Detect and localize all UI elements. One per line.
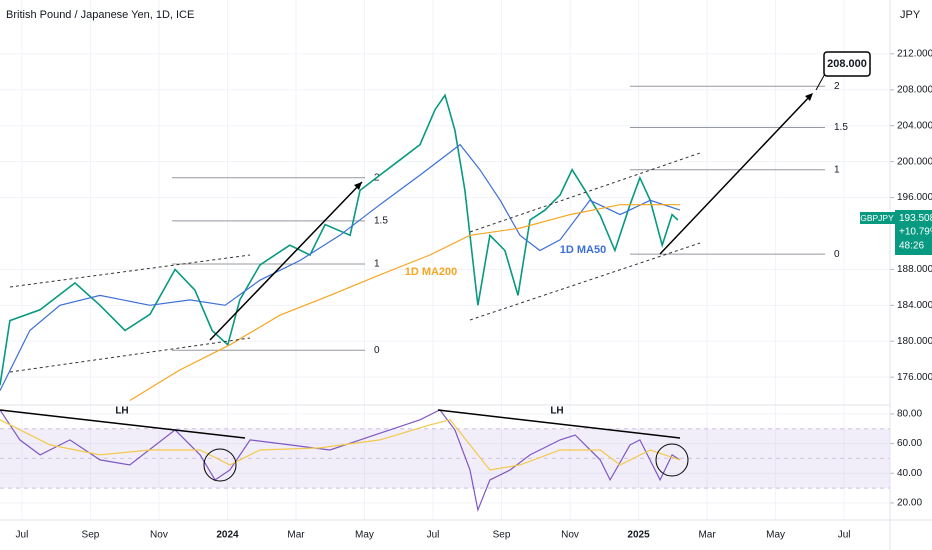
x-tick-label: Nov xyxy=(561,530,579,541)
series-group xyxy=(0,93,679,386)
y-tick-label: 60.00 xyxy=(897,438,922,449)
symbol-text: GBPJPY xyxy=(860,213,894,223)
channel-line xyxy=(9,254,251,288)
rsi-trendline xyxy=(0,409,246,439)
y-tick-label: 80.00 xyxy=(897,409,922,420)
x-tick-label: May xyxy=(355,530,374,541)
series-group xyxy=(0,143,681,391)
projection-arrow xyxy=(209,181,363,341)
arrow-head xyxy=(354,182,362,190)
y-tick-label: 188.000 xyxy=(897,264,932,275)
x-tick-label: 2024 xyxy=(216,530,239,541)
price-badge xyxy=(895,210,932,255)
y-tick-label: 204.000 xyxy=(897,120,932,131)
series-group xyxy=(0,419,681,471)
arrow-head xyxy=(805,93,813,101)
x-tick-label: Jul xyxy=(427,530,440,541)
x-tick-label: Nov xyxy=(150,530,168,541)
fib-label: 1.5 xyxy=(834,122,848,133)
y-tick-label: 200.000 xyxy=(897,156,932,167)
symbol-badge xyxy=(860,212,895,224)
y-tick-label: 20.00 xyxy=(897,498,922,509)
x-tick-label: Sep xyxy=(82,530,100,541)
rsi-trendline xyxy=(437,409,681,439)
fib-label: 2 xyxy=(834,81,840,92)
rsi-circle xyxy=(203,448,237,482)
series-line xyxy=(129,204,680,402)
y-tick-label: 184.000 xyxy=(897,300,932,311)
currency-label: JPY xyxy=(900,9,921,21)
rsi-annotation: LH xyxy=(550,406,563,417)
rsi-band xyxy=(0,428,890,489)
fib-label: 0 xyxy=(834,249,840,260)
chart-title: British Pound / Japanese Yen, 1D, ICE xyxy=(6,9,194,21)
last-price: 193.508 xyxy=(899,213,932,224)
channel-line xyxy=(469,242,701,321)
rsi-annotation: LH xyxy=(115,406,128,417)
change-pct: +10.79% xyxy=(899,227,932,238)
y-tick-label: 196.000 xyxy=(897,192,932,203)
series-group xyxy=(129,204,680,402)
fib-label: 1.5 xyxy=(374,216,388,227)
series-line xyxy=(0,419,681,471)
series-line xyxy=(0,143,681,391)
x-tick-label: Mar xyxy=(698,530,716,541)
x-tick-label: Jul xyxy=(16,530,29,541)
y-tick-label: 212.000 xyxy=(897,49,932,60)
x-tick-label: May xyxy=(766,530,785,541)
projection-arrow xyxy=(659,93,813,255)
rsi-circle xyxy=(655,443,689,477)
y-tick-label: 180.000 xyxy=(897,336,932,347)
x-tick-label: Sep xyxy=(493,530,511,541)
y-tick-label: 176.000 xyxy=(897,372,932,383)
x-tick-label: Jul xyxy=(838,530,851,541)
channel-line xyxy=(469,152,701,233)
series-group xyxy=(0,409,681,513)
ma-label: 1D MA50 xyxy=(560,244,606,256)
x-tick-label: Mar xyxy=(287,530,305,541)
callout-text: 208.000 xyxy=(827,58,867,70)
x-tick-label: 2025 xyxy=(627,530,650,541)
fib-label: 0 xyxy=(374,345,380,356)
y-tick-label: 40.00 xyxy=(897,468,922,479)
channel-line xyxy=(9,337,251,373)
series-line xyxy=(0,93,679,386)
fib-label: 1 xyxy=(834,164,840,175)
series-line xyxy=(0,409,681,513)
ma-label: 1D MA200 xyxy=(405,266,458,278)
fib-label: 1 xyxy=(374,259,380,270)
callout-box xyxy=(823,51,871,77)
countdown: 48:26 xyxy=(899,241,924,252)
y-tick-label: 208.000 xyxy=(897,84,932,95)
